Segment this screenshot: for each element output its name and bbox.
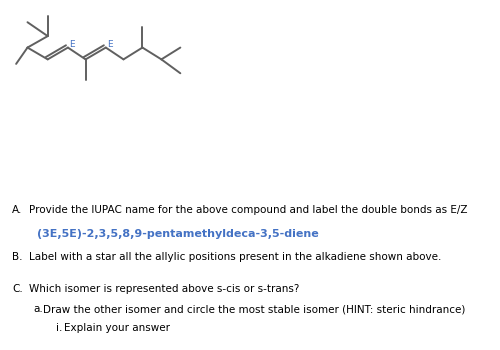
Text: Provide the IUPAC name for the above compound and label the double bonds as E/Z: Provide the IUPAC name for the above com… — [29, 204, 468, 215]
Text: E: E — [70, 40, 75, 49]
Text: E: E — [107, 40, 113, 49]
Text: (3E,5E)-2,3,5,8,9-pentamethyldeca-3,5-diene: (3E,5E)-2,3,5,8,9-pentamethyldeca-3,5-di… — [37, 229, 319, 239]
Text: a.: a. — [33, 304, 42, 314]
Text: i.: i. — [56, 323, 62, 333]
Text: Draw the other isomer and circle the most stable isomer (HINT: steric hindrance): Draw the other isomer and circle the mos… — [44, 304, 466, 314]
Text: B.: B. — [12, 252, 22, 262]
Text: Label with a star all the allylic positions present in the alkadiene shown above: Label with a star all the allylic positi… — [29, 252, 441, 262]
Text: C.: C. — [12, 284, 22, 294]
Text: Explain your answer: Explain your answer — [64, 323, 170, 333]
Text: A.: A. — [12, 204, 22, 215]
Text: Which isomer is represented above s-cis or s-trans?: Which isomer is represented above s-cis … — [29, 284, 299, 294]
